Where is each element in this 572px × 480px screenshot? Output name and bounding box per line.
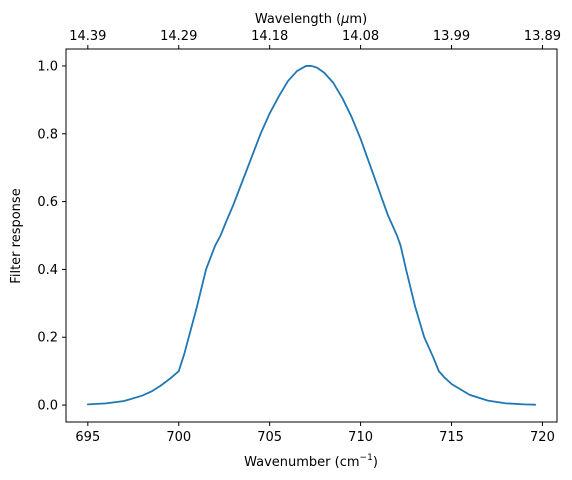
- plot-frame: [65, 48, 558, 423]
- x-tick-label: 695: [75, 430, 100, 445]
- x-axis-title-superscript: −1: [360, 453, 373, 463]
- x-tick-label: 715: [439, 430, 464, 445]
- top-x-tick-label: 13.99: [433, 29, 470, 44]
- top-axis-title-mu: μ: [340, 12, 349, 27]
- x-axis-title: Wavenumber (cm−1): [244, 453, 378, 470]
- top-x-tick-label: 14.08: [342, 29, 379, 44]
- y-tick-label: 0.8: [37, 127, 58, 142]
- y-axis-title: Filter response: [9, 188, 24, 283]
- x-tick-label: 700: [166, 430, 191, 445]
- x-tick-label: 705: [257, 430, 282, 445]
- y-tick-label: 0.2: [37, 331, 58, 346]
- top-axis-title: Wavelength (μm): [255, 12, 367, 27]
- top-x-tick-label: 14.39: [69, 29, 106, 44]
- y-tick-label: 0.0: [37, 399, 58, 414]
- y-axis: 0.0 0.2 0.4 0.6 0.8 1.0: [37, 59, 66, 414]
- x-axis-title-text: Wavenumber (cm: [244, 455, 359, 470]
- top-x-tick-label: 14.18: [251, 29, 288, 44]
- top-x-axis: 14.39 14.29 14.18 14.08 13.99 13.89: [69, 29, 561, 49]
- series-group: [86, 65, 537, 406]
- top-x-tick-label: 13.89: [524, 29, 561, 44]
- filter-response-line: [86, 65, 537, 406]
- top-axis-title-text: Wavelength (: [255, 12, 341, 27]
- y-tick-label: 1.0: [37, 59, 58, 74]
- top-axis-title-suffix: m): [349, 12, 367, 27]
- y-tick-label: 0.6: [37, 195, 58, 210]
- x-tick-label: 710: [348, 430, 373, 445]
- bottom-x-axis: 695 700 705 710 715 720: [75, 422, 555, 445]
- plot-area: [66, 49, 557, 422]
- y-tick-label: 0.4: [37, 263, 58, 278]
- top-x-tick-label: 14.29: [160, 29, 197, 44]
- x-tick-label: 720: [530, 430, 555, 445]
- x-axis-title-suffix: ): [373, 455, 378, 470]
